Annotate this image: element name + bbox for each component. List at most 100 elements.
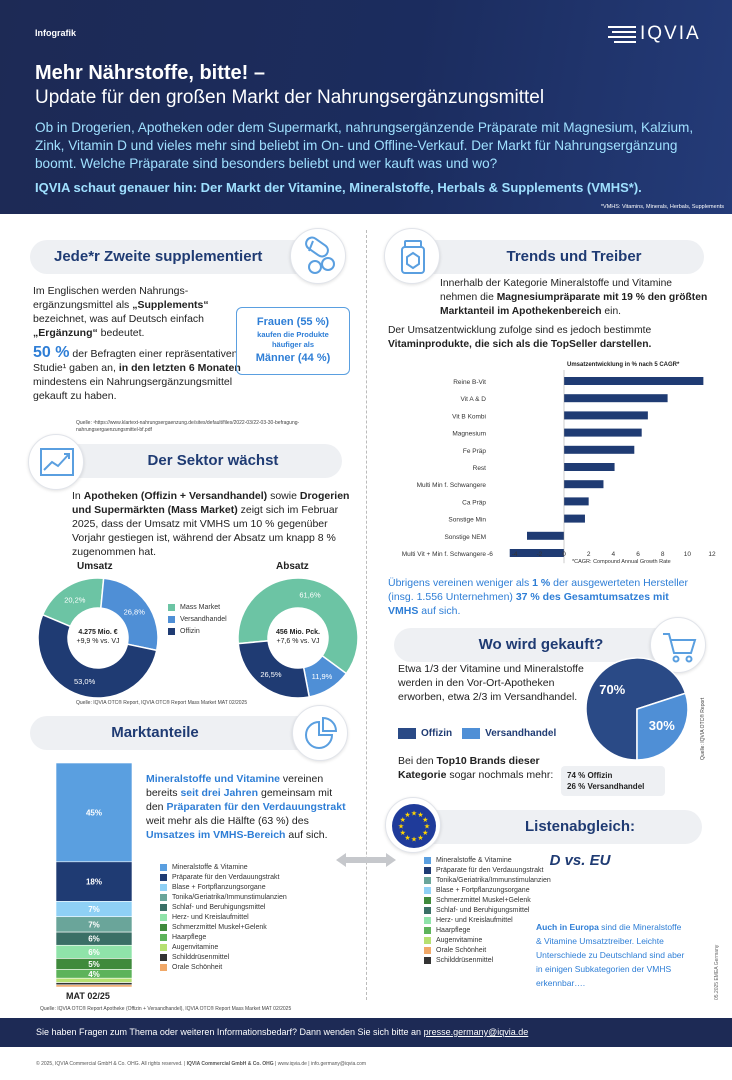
legend-swatch xyxy=(160,953,167,961)
markt-legend-item: Schilddrüsenmittel xyxy=(160,952,287,962)
eu-star: ★ xyxy=(400,816,406,824)
legend-offizin: Offizin xyxy=(168,625,227,637)
eu-star: ★ xyxy=(411,836,417,844)
legend-label: Blase + Fortpflanzungsorgane xyxy=(436,886,530,894)
liste-legend-item: Mineralstoffe & Vitamine xyxy=(424,855,551,865)
markt-legend-item: Augenvitamine xyxy=(160,942,287,952)
pie-slice-versandhandel xyxy=(636,692,689,761)
cagr-category-label: Ca Präp xyxy=(462,499,486,506)
liste-legend-item: Präparate für den Verdauungstrakt xyxy=(424,865,551,875)
legend-swatch xyxy=(160,863,167,871)
liste-legend-item: Schmerzmittel Muskel+Gelenk xyxy=(424,895,551,905)
legend-versandhandel: Versandhandel xyxy=(168,613,227,625)
cagr-tick-label: 8 xyxy=(661,551,665,558)
legend-label: Präparate für den Verdauungstrakt xyxy=(172,873,280,881)
legend-swatch xyxy=(160,933,167,941)
pie-value-label: 26,5% xyxy=(260,670,282,679)
eu-star: ★ xyxy=(411,810,417,818)
cagr-category-label: Reine B-Vit xyxy=(453,379,486,386)
liste-legend-item: Orale Schönheit xyxy=(424,945,551,955)
stack-segment-label: 6% xyxy=(88,935,100,944)
pie-value-label: 20,2% xyxy=(64,595,86,604)
legend-label: Schmerzmittel Muskel+Gelenk xyxy=(172,923,267,931)
umsatz-donut: 20,2% 26,8% 53,0% xyxy=(37,577,159,699)
stack-segment-label: 5% xyxy=(88,960,100,969)
cagr-bar xyxy=(564,394,668,403)
cagr-category-label: Rest xyxy=(473,465,487,472)
cagr-bar xyxy=(564,480,604,489)
footer-question: Sie haben Fragen zum Thema oder weiteren… xyxy=(36,1027,529,1037)
legend-swatch xyxy=(160,943,167,951)
cagr-bar xyxy=(564,497,589,506)
wo-pie: 70% 30% xyxy=(585,657,689,761)
sector-heading-pill: Der Sektor wächst xyxy=(44,444,342,478)
cagr-bar xyxy=(564,377,704,385)
markt-heading: Marktanteile xyxy=(111,724,199,741)
eu-star: ★ xyxy=(422,829,428,837)
hersteller-text: Übrigens vereinen weniger als 1 % der au… xyxy=(388,577,689,617)
logo-lines-icon xyxy=(608,26,636,43)
top10-box: 74 % Offizin 26 % Versandhandel xyxy=(561,766,665,796)
cagr-category-label: Fe Präp xyxy=(463,448,487,455)
absatz-center: 456 Mio. Pck. +7,6 % vs. VJ xyxy=(276,629,320,645)
cagr-chart-title: Umsatzentwicklung in % nach 5 CAGR* xyxy=(567,362,680,368)
cagr-category-label: Multi Vit + Min f. Schwangere xyxy=(402,551,487,558)
markt-text: Mineralstoffe und Vitamine vereinen bere… xyxy=(146,773,346,841)
pie-slice-offizin xyxy=(37,613,158,699)
pie-slice-offizin xyxy=(237,640,311,699)
eu-star: ★ xyxy=(417,811,423,819)
cagr-bar xyxy=(527,531,564,540)
stack-segment-label: 4% xyxy=(88,970,100,979)
infografik-tag: Infografik xyxy=(35,28,77,38)
supplement-jar-icon xyxy=(384,228,440,284)
cagr-tick-label: 10 xyxy=(684,551,692,558)
sector-text: In Apotheken (Offizin + Versandhandel) s… xyxy=(72,490,350,558)
markt-heading-pill: Marktanteile xyxy=(30,716,340,750)
markt-legend-item: Haarpflege xyxy=(160,932,287,942)
cagr-category-label: Sonstige Min xyxy=(448,517,486,524)
umsatz-center: 4.275 Mio. € +9,9 % vs. VJ xyxy=(76,629,120,645)
legend-swatch xyxy=(160,913,167,921)
stack-segment-label: 6% xyxy=(88,948,100,957)
legend-mass-market: Mass Market xyxy=(168,601,227,613)
liste-heading-pill: Listenabgleich: D vs. EU xyxy=(412,810,702,869)
cagr-note: *CAGR: Compound Annual Growth Rate xyxy=(572,559,671,565)
legend-swatch xyxy=(160,883,167,891)
legend-label: Augenvitamine xyxy=(436,936,483,944)
trends-heading: Trends und Treiber xyxy=(506,248,642,265)
legend-swatch-offizin xyxy=(398,728,416,739)
wo-source: Quelle: IQVIA OTC® Report xyxy=(700,697,706,760)
cagr-category-label: Multi Min f. Schwangere xyxy=(417,482,487,489)
pie-value-label: 26,8% xyxy=(124,607,146,616)
wo-heading-pill: Wo wird gekauft? xyxy=(394,628,688,662)
markt-legend-item: Herz- und Kreislaufmittel xyxy=(160,912,287,922)
intro-text: Ob in Drogerien, Apotheken oder dem Supe… xyxy=(35,120,694,171)
absatz-donut: 61,6% 11,9% 26,5% xyxy=(237,577,359,699)
pie-slice-mass-market xyxy=(237,577,359,675)
footer-legal: © 2025, IQVIA Commercial GmbH & Co. OHG.… xyxy=(36,1061,367,1067)
markt-legend-item: Blase + Fortpflanzungsorgane xyxy=(160,882,287,892)
cagr-category-label: Vit B Kombi xyxy=(452,413,486,420)
eu-star: ★ xyxy=(422,816,428,824)
legend-swatch xyxy=(424,876,431,884)
legend-label: Herz- und Kreislaufmittel xyxy=(436,916,513,924)
footer-email-link[interactable]: presse.germany@iqvia.de xyxy=(423,1027,529,1037)
eu-star: ★ xyxy=(424,823,430,831)
supplement-para-1: Im Englischen werden Nahrungs-ergänzungs… xyxy=(33,285,209,339)
pie-value-label: 61,6% xyxy=(299,591,321,600)
liste-legend-item: Augenvitamine xyxy=(424,935,551,945)
page-title: Mehr Nährstoffe, bitte! – xyxy=(35,62,266,84)
legend-label: Augenvitamine xyxy=(172,943,219,951)
markt-legend: Mineralstoffe & Vitamine Präparate für de… xyxy=(160,862,287,972)
liste-legend-item: Schilddrüsenmittel xyxy=(424,955,551,965)
legend-label: Orale Schönheit xyxy=(436,946,487,954)
legend-swatch xyxy=(160,963,167,971)
legend-swatch xyxy=(424,956,431,964)
legend-swatch xyxy=(160,873,167,881)
legend-label: Schilddrüsenmittel xyxy=(172,953,230,961)
stack-segment xyxy=(56,977,132,983)
markt-legend-item: Mineralstoffe & Vitamine xyxy=(160,862,287,872)
compare-arrow-icon xyxy=(336,853,396,867)
legend-swatch xyxy=(160,923,167,931)
legend-label: Mineralstoffe & Vitamine xyxy=(172,863,248,871)
